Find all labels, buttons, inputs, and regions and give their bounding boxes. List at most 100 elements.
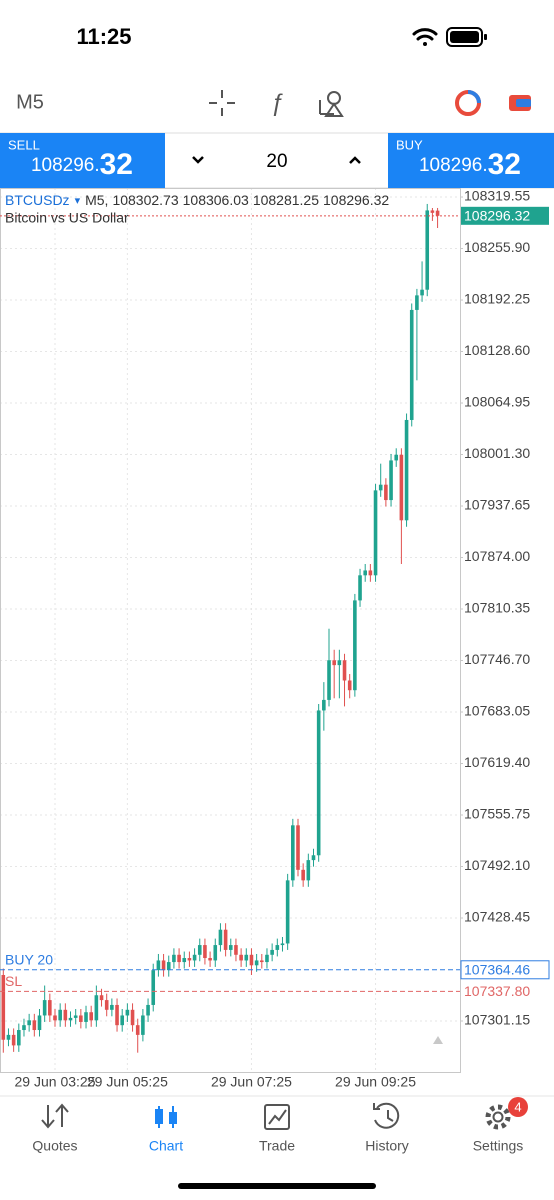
price-label: 108296.32: [464, 208, 530, 224]
tab-label[interactable]: Settings: [473, 1138, 524, 1154]
battery-icon: [446, 27, 487, 47]
x-tick-label: 29 Jun 05:25: [87, 1074, 168, 1090]
candle-body: [301, 869, 305, 881]
candle-body: [358, 575, 362, 601]
chart-header: BTCUSDz ▾ M5, 108302.73 108306.03 108281.25 10…: [5, 192, 389, 208]
tab-icons: [41, 1102, 511, 1130]
chart-frame: [0, 188, 461, 1073]
candle-body: [218, 929, 223, 946]
candle-body: [435, 210, 440, 216]
tab-bar: Quotes Chart Trade History Settings: [32, 1138, 523, 1154]
badge: [508, 1097, 528, 1117]
sell-price-main: 108296.: [31, 155, 100, 176]
candles: [1, 203, 440, 1053]
candle-body: [42, 1000, 47, 1016]
sell-price: 108296.32: [31, 148, 133, 181]
badge-count: 4: [514, 1099, 521, 1114]
candle-body: [63, 1009, 68, 1021]
candle-body: [141, 1015, 145, 1035]
candle-body: [409, 309, 414, 420]
candle-body: [353, 600, 357, 691]
candle-body: [146, 1004, 150, 1016]
candle-body: [99, 995, 104, 1001]
x-tick-label: 29 Jun 07:25: [211, 1074, 292, 1090]
chart-icon: [155, 1106, 177, 1128]
objects-button[interactable]: [319, 91, 344, 117]
candle-body: [130, 1009, 135, 1026]
buy-button[interactable]: [388, 133, 554, 188]
level-value: 107364.46: [464, 961, 530, 977]
volume[interactable]: 20: [266, 151, 287, 172]
candle-body: [430, 210, 435, 213]
buy-price-main: 108296.: [419, 155, 488, 176]
history-icon: [373, 1102, 400, 1129]
sell-button[interactable]: [0, 133, 165, 188]
tab-label[interactable]: History: [365, 1138, 409, 1154]
y-tick-label: 107555.75: [464, 806, 530, 822]
level-label: BUY 20: [5, 951, 53, 967]
candle-body: [425, 210, 430, 290]
volume-down[interactable]: [192, 156, 204, 164]
candle-body: [84, 1012, 88, 1022]
candle-body: [373, 490, 378, 576]
candle-body: [270, 949, 274, 955]
candle-body: [172, 954, 176, 963]
candle-body: [285, 880, 290, 944]
trade-button[interactable]: [509, 95, 531, 111]
settings-icon: [485, 1104, 511, 1130]
candle-body: [254, 960, 259, 966]
candle-body: [404, 419, 409, 521]
candle-body: [110, 1004, 114, 1010]
wifi-icon: [412, 28, 438, 46]
candle-body: [73, 1015, 78, 1018]
indicators-button[interactable]: ƒ: [270, 89, 283, 116]
candle-body: [399, 454, 404, 521]
y-tick-label: 107874.00: [464, 548, 530, 564]
candle-body: [182, 958, 187, 963]
candle-body: [213, 945, 218, 961]
level-value: 107337.80: [464, 983, 530, 999]
candle-body: [156, 960, 161, 971]
candle-body: [296, 825, 300, 870]
y-tick-label: 107428.45: [464, 909, 530, 925]
y-tick-label: 107683.05: [464, 703, 530, 719]
y-tick-label: 108128.60: [464, 342, 530, 358]
timeframe-button[interactable]: M5: [16, 91, 44, 113]
candle-body: [53, 1015, 57, 1021]
y-tick-label: 107746.70: [464, 651, 530, 667]
candle-body: [234, 945, 238, 955]
symbol-menu[interactable]: ▾: [75, 195, 81, 207]
crosshair-button[interactable]: [209, 90, 235, 116]
level-value-box: [460, 960, 550, 980]
header-high: 108306.03: [183, 192, 249, 208]
candle-body: [322, 699, 326, 711]
candle-body: [192, 954, 197, 961]
candle-body: [347, 680, 352, 691]
scroll-indicator[interactable]: [433, 1036, 443, 1044]
home-indicator: [178, 1183, 376, 1189]
candle-body: [280, 943, 285, 946]
candle-body: [104, 1000, 109, 1010]
account-button[interactable]: [455, 90, 481, 116]
tab-label[interactable]: Quotes: [32, 1138, 77, 1154]
candle-body: [223, 929, 228, 950]
candle-body: [306, 860, 311, 881]
y-tick-label: 108064.95: [464, 394, 530, 410]
candle-body: [1, 975, 6, 1040]
x-tick-label: 29 Jun 03:25: [15, 1074, 96, 1090]
symbol[interactable]: BTCUSDz: [5, 192, 70, 208]
y-tick-label: 108001.30: [464, 445, 530, 461]
candle-body: [203, 945, 207, 959]
volume-up[interactable]: [349, 156, 361, 164]
candle-body: [161, 960, 166, 971]
tab-label[interactable]: Trade: [259, 1138, 295, 1154]
candle-body: [68, 1017, 73, 1021]
tab-label[interactable]: Chart: [149, 1138, 183, 1154]
candle-body: [11, 1034, 16, 1046]
y-tick-label: 107937.65: [464, 497, 530, 513]
y-tick-label: 108192.25: [464, 291, 530, 307]
candle-body: [120, 1015, 125, 1026]
header-close: 108296.32: [323, 192, 389, 208]
